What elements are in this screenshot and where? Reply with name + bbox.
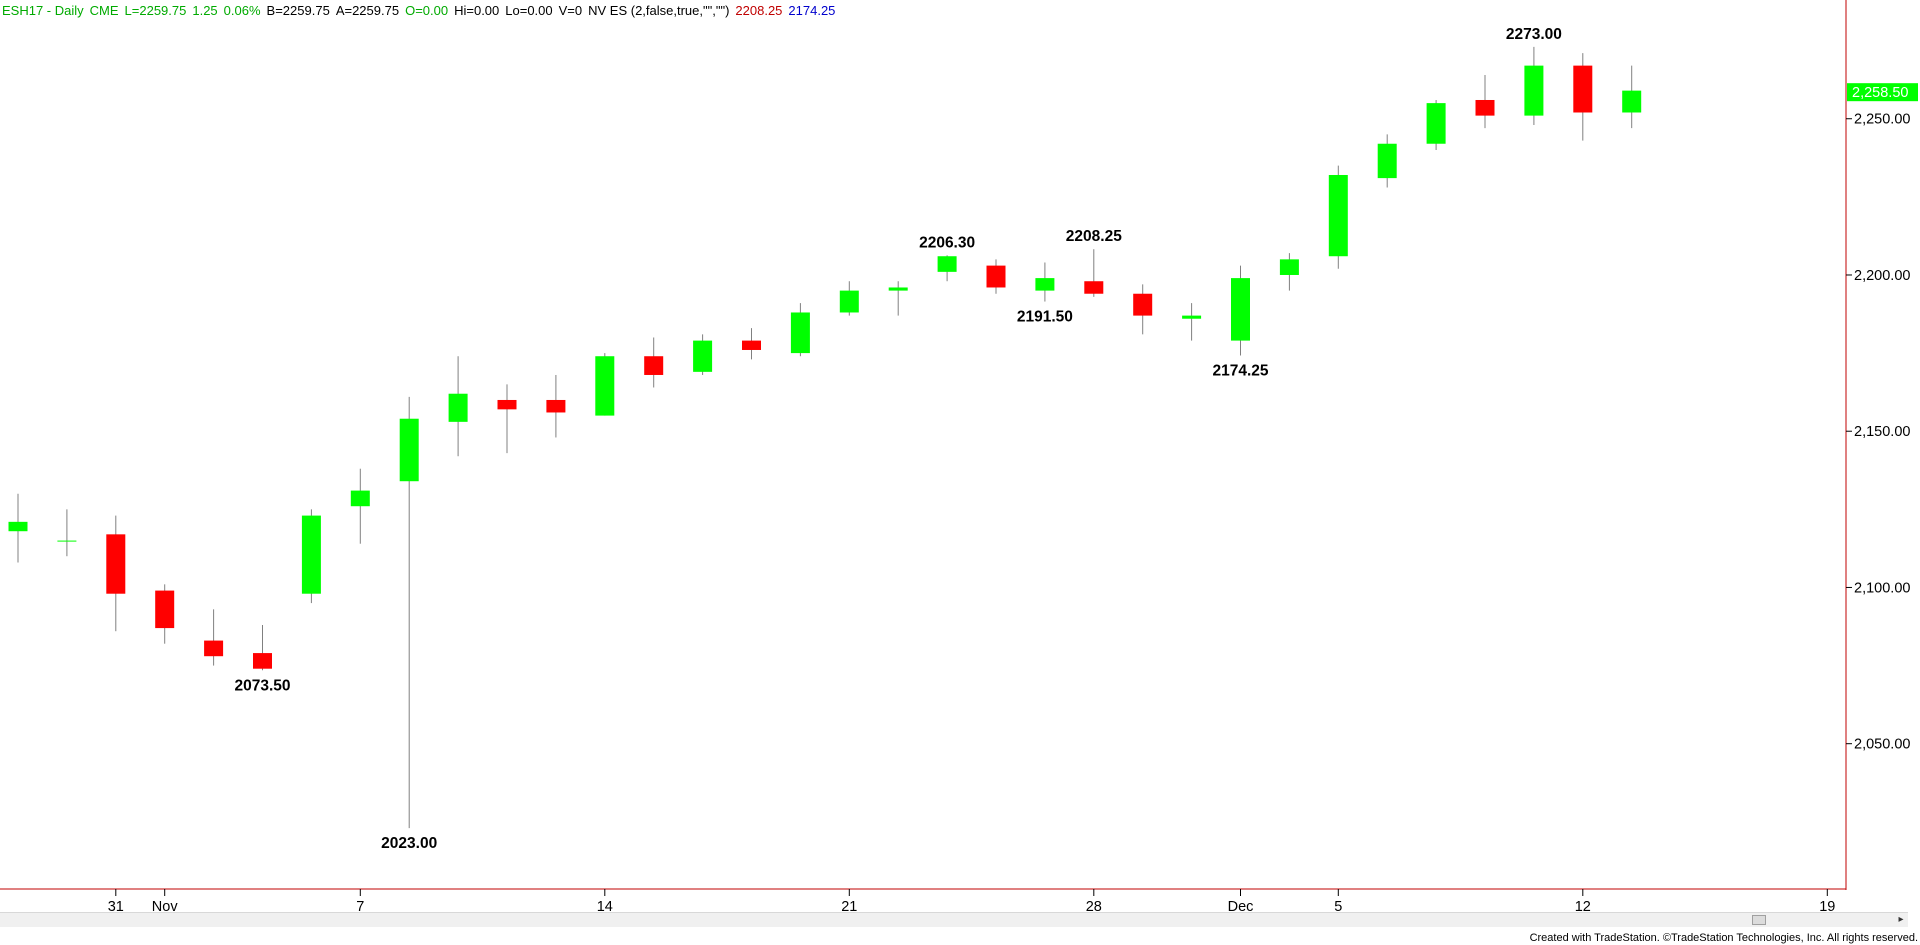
candle-body-up <box>790 312 810 354</box>
candle-body-up <box>8 521 28 532</box>
candle-body-up <box>1231 278 1250 341</box>
candle-body-up <box>350 490 370 507</box>
y-tick-label: 2,250.00 <box>1854 112 1910 128</box>
y-axis: 2,050.00 2,100.00 2,150.00 2,200.00 2,250.00 <box>1846 112 1910 753</box>
price-annotation: 2273.00 <box>1506 26 1562 43</box>
candle-body-up <box>448 393 468 422</box>
low-label: Lo=0.00 <box>505 3 553 18</box>
x-tick-label: Nov <box>152 899 179 915</box>
candle-body-down <box>155 590 175 629</box>
candle-body-up <box>888 287 908 291</box>
x-tick-label: 5 <box>1334 899 1342 915</box>
chart-header: ESH17 - Daily CME L=2259.75 1.25 0.06% B=2259… <box>2 3 841 18</box>
indicator-high-label: 2208.25 <box>735 3 783 18</box>
candle-body-up <box>1328 174 1348 257</box>
x-axis: 31 Nov 7 14 21 28 Dec 5 12 19 <box>108 889 1835 915</box>
y-tick-label: 2,150.00 <box>1854 424 1910 440</box>
volume-label: V=0 <box>558 3 583 18</box>
plot-frame <box>0 0 1847 890</box>
candle-body-up <box>1524 65 1544 116</box>
candle-body-down <box>1133 293 1153 316</box>
candle-body-down <box>742 340 761 350</box>
symbol-label: ESH17 - Daily <box>2 3 84 18</box>
last-price-label: L=2259.75 <box>124 3 187 18</box>
x-tick-label: 19 <box>1819 899 1835 915</box>
candle-body-down <box>1475 99 1495 116</box>
candle-body-up <box>1279 259 1299 275</box>
x-tick-label: 21 <box>841 899 857 915</box>
high-label: Hi=0.00 <box>454 3 500 18</box>
last-price-label: 2,258.50 <box>1852 85 1908 101</box>
candle-body-up <box>57 540 77 542</box>
x-tick-label: 31 <box>108 899 124 915</box>
x-tick-label: Dec <box>1228 899 1254 915</box>
candle-body-down <box>497 399 517 410</box>
candle-body-up <box>937 256 957 272</box>
price-annotation: 2073.50 <box>234 677 290 694</box>
candle-body-up <box>1426 103 1446 144</box>
x-tick-label: 14 <box>597 899 613 915</box>
candle-body-up <box>1622 90 1642 113</box>
candle-body-up <box>301 515 321 594</box>
price-annotation: 2206.30 <box>919 234 975 251</box>
candle-body-down <box>546 399 566 413</box>
price-annotations: 2073.50 2023.00 2206.30 2191.50 2208.25 2174.… <box>234 26 1561 852</box>
y-tick-label: 2,050.00 <box>1854 737 1910 753</box>
candle-body-up <box>399 418 419 482</box>
candle-body-down <box>106 534 126 594</box>
x-tick-label: 12 <box>1575 899 1591 915</box>
candles <box>8 46 1642 829</box>
candle-body-up <box>839 290 859 313</box>
candle-body-up <box>693 340 713 372</box>
candle-body-down <box>644 356 664 375</box>
price-annotation: 2191.50 <box>1017 309 1073 326</box>
candle-body-up <box>1377 143 1397 179</box>
open-label: O=0.00 <box>405 3 449 18</box>
indicator-label: NV ES (2,false,true,"","") <box>588 3 730 18</box>
y-tick-label: 2,100.00 <box>1854 580 1910 596</box>
candle-body-up <box>595 356 615 416</box>
candle-body-up <box>1182 315 1202 319</box>
y-tick-label: 2,200.00 <box>1854 268 1910 284</box>
last-price-marker: 2,258.50 <box>1847 83 1918 102</box>
horizontal-scrollbar[interactable]: ▸ <box>0 912 1908 927</box>
candle-body-down <box>986 265 1006 288</box>
change-pct-label: 0.06% <box>223 3 261 18</box>
candle-body-down <box>253 653 272 669</box>
scroll-thumb[interactable] <box>1752 915 1766 925</box>
x-tick-label: 28 <box>1086 899 1102 915</box>
ask-label: A=2259.75 <box>335 3 400 18</box>
indicator-low-label: 2174.25 <box>788 3 836 18</box>
footer-credit: Created with TradeStation. ©TradeStation… <box>1529 932 1918 944</box>
candle-body-up <box>1035 278 1055 291</box>
x-tick-label: 7 <box>356 899 364 915</box>
price-annotation: 2174.25 <box>1212 362 1268 379</box>
exchange-label: CME <box>89 3 119 18</box>
candle-body-down <box>1573 65 1593 113</box>
bid-label: B=2259.75 <box>266 3 330 18</box>
candle-body-down <box>204 640 224 657</box>
last-price-box <box>1847 83 1918 102</box>
candle-body-down <box>1084 281 1104 294</box>
change-label: 1.25 <box>192 3 218 18</box>
price-annotation: 2023.00 <box>381 835 437 852</box>
price-annotation: 2208.25 <box>1066 228 1122 245</box>
scroll-right-arrow-icon[interactable]: ▸ <box>1898 914 1904 925</box>
